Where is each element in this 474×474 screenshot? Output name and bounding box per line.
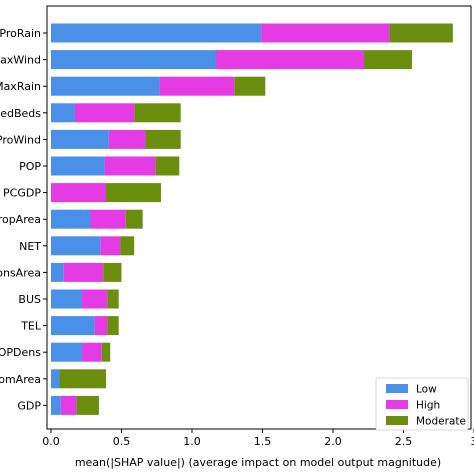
bar-medbeds-moderate	[134, 103, 181, 123]
bar-consarea-high	[63, 262, 104, 282]
bar-maxrain-moderate	[234, 76, 266, 96]
bar-gdp-moderate	[76, 395, 99, 415]
bar-net-moderate	[120, 236, 135, 256]
category-label: ProWind	[0, 133, 41, 146]
x-axis: 0.0 0.5 1.0 1.5 2.0 2.5 3	[42, 429, 474, 448]
bar-pop-moderate	[155, 156, 180, 176]
x-tick-label: 1.5	[254, 435, 272, 448]
bar-tel-moderate	[107, 316, 119, 336]
bar-tel-high	[94, 316, 108, 336]
bar-consarea-moderate	[103, 262, 122, 282]
bar-medbeds-low	[51, 103, 75, 123]
bar-popdens-low	[51, 342, 83, 362]
category-label: OPDens	[0, 346, 41, 359]
x-axis-title: mean(|SHAP value|) (average impact on mo…	[75, 456, 441, 469]
category-label: ropArea	[0, 213, 41, 226]
category-label: TEL	[20, 320, 42, 333]
bars-layer	[51, 23, 453, 415]
plot-frame	[46, 5, 472, 430]
category-label: laxWind	[0, 54, 41, 67]
category-label: onsArea	[0, 266, 41, 279]
bar-pcgdp-high	[51, 183, 106, 203]
bar-net-low	[51, 236, 101, 256]
x-tick-label: 2.5	[395, 435, 413, 448]
bar-gdp-low	[51, 395, 61, 415]
category-label: GDP	[17, 399, 41, 412]
bar-prorain-high	[261, 23, 390, 43]
legend-label-high: High	[416, 400, 440, 412]
bar-croparea-high	[90, 209, 126, 229]
bar-prowind-high	[108, 129, 146, 149]
category-label: oomArea	[0, 373, 41, 386]
bar-medbeds-high	[74, 103, 135, 123]
category-label: NET	[19, 240, 41, 253]
bar-prowind-moderate	[145, 129, 181, 149]
legend-swatch-high	[386, 400, 408, 409]
bar-pop-low	[51, 156, 105, 176]
category-label: POP	[19, 160, 41, 173]
bar-maxwind-moderate	[364, 50, 412, 70]
bar-croparea-moderate	[125, 209, 143, 229]
bar-consarea-low	[51, 262, 64, 282]
legend-label-moderate: Moderate	[416, 416, 466, 428]
x-tick-label: 1.0	[183, 435, 201, 448]
category-labels: ProRain laxWind MaxRain 1edBeds ProWind POP PC…	[0, 27, 47, 412]
category-label: BUS	[18, 293, 41, 306]
legend-swatch-moderate	[386, 416, 408, 425]
bar-croparea-low	[51, 209, 91, 229]
bar-maxwind-high	[215, 50, 365, 70]
bar-maxrain-high	[159, 76, 235, 96]
bar-gdp-high	[60, 395, 77, 415]
bar-bus-high	[82, 289, 108, 309]
x-tick-label: 0.0	[42, 435, 60, 448]
category-label: ProRain	[0, 27, 41, 40]
bar-bloomarea-moderate	[59, 369, 106, 389]
bar-bus-low	[51, 289, 83, 309]
bar-bloomarea-low	[51, 369, 60, 389]
x-tick-label: 0.5	[113, 435, 131, 448]
bar-popdens-high	[82, 342, 102, 362]
bar-tel-low	[51, 316, 95, 336]
bar-pcgdp-moderate	[105, 183, 161, 203]
category-label: PCGDP	[3, 187, 41, 200]
legend-label-low: Low	[416, 384, 437, 396]
x-tick-label: 3	[471, 435, 474, 448]
category-label: MaxRain	[0, 80, 41, 93]
category-label: 1edBeds	[0, 107, 41, 120]
bar-maxwind-low	[51, 50, 216, 70]
bar-prowind-low	[51, 129, 109, 149]
bar-net-high	[100, 236, 121, 256]
x-tick-label: 2.0	[324, 435, 342, 448]
bar-prorain-low	[51, 23, 262, 43]
bar-prorain-moderate	[389, 23, 453, 43]
bar-bus-moderate	[107, 289, 119, 309]
legend: Low High Moderate	[375, 377, 469, 431]
bar-maxrain-low	[51, 76, 160, 96]
legend-swatch-low	[386, 384, 408, 393]
bar-popdens-moderate	[101, 342, 111, 362]
bar-pop-high	[104, 156, 156, 176]
